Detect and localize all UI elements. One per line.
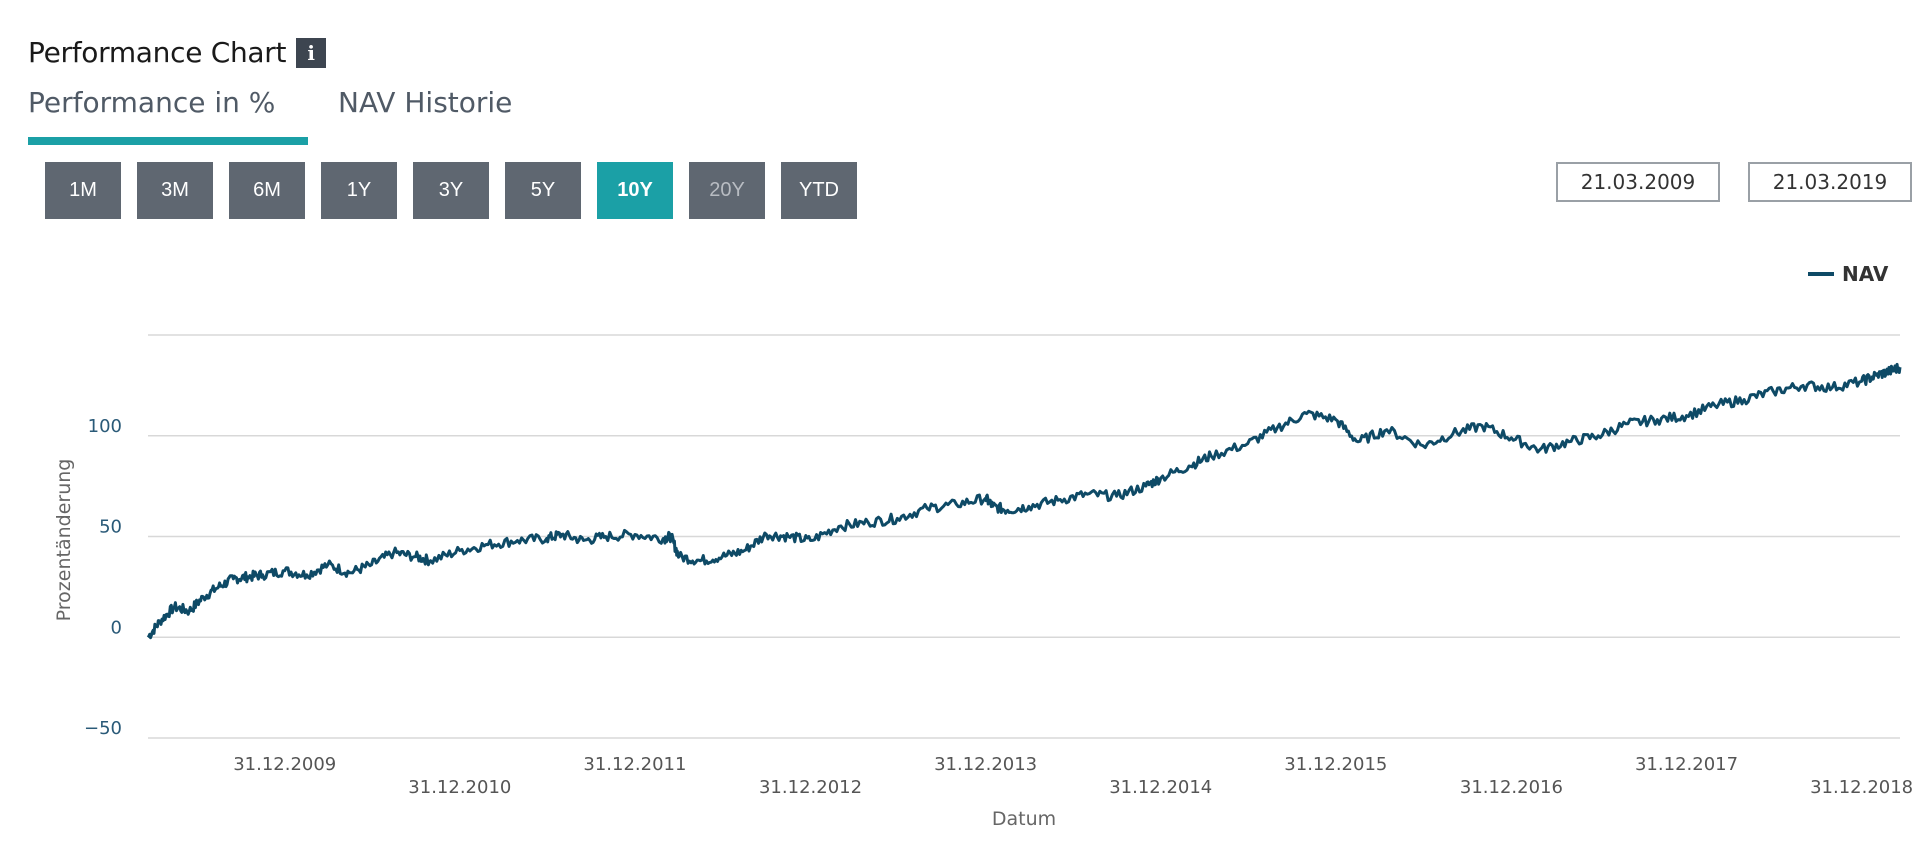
range-selector: 1M 3M 6M 1Y 3Y 5Y 10Y 20Y YTD [45, 162, 873, 219]
x-tick-label: 31.12.2011 [583, 754, 686, 775]
y-axis-label: Prozentänderung [53, 459, 75, 622]
legend-label: NAV [1842, 262, 1889, 286]
range-button-20y[interactable]: 20Y [689, 162, 765, 219]
x-tick-label: 31.12.2014 [1109, 777, 1212, 798]
range-button-10y[interactable]: 10Y [597, 162, 673, 219]
x-tick-label: 31.12.2012 [759, 777, 862, 798]
range-button-3m[interactable]: 3M [137, 162, 213, 219]
range-button-1y[interactable]: 1Y [321, 162, 397, 219]
info-icon[interactable]: i [296, 37, 327, 68]
date-to-input[interactable] [1748, 162, 1912, 202]
x-tick-label: 31.12.2009 [233, 754, 336, 775]
range-button-6m[interactable]: 6M [229, 162, 305, 219]
y-tick-label: 50 [99, 517, 122, 538]
tab-nav-history[interactable]: NAV Historie [338, 86, 513, 119]
date-from-input[interactable] [1556, 162, 1720, 202]
series-line-nav [146, 362, 1902, 640]
y-tick-label: −50 [84, 718, 122, 739]
x-tick-label: 31.12.2015 [1284, 754, 1387, 775]
range-button-5y[interactable]: 5Y [505, 162, 581, 219]
title-row: Performance Chart i [28, 36, 327, 69]
x-tick-label: 31.12.2010 [408, 777, 511, 798]
x-tick-label: 31.12.2018 [1810, 777, 1913, 798]
range-button-ytd[interactable]: YTD [781, 162, 857, 219]
x-axis-label: Datum [992, 808, 1056, 830]
page-title: Performance Chart [28, 36, 287, 69]
y-tick-label: 0 [111, 617, 122, 638]
range-button-3y[interactable]: 3Y [413, 162, 489, 219]
y-tick-label: 100 [88, 416, 122, 437]
range-button-1m[interactable]: 1M [45, 162, 121, 219]
x-tick-label: 31.12.2013 [934, 754, 1037, 775]
x-tick-label: 31.12.2016 [1460, 777, 1563, 798]
tab-performance[interactable]: Performance in % [28, 86, 308, 145]
x-tick-label: 31.12.2017 [1635, 754, 1738, 775]
tab-bar: Performance in % NAV Historie [28, 86, 512, 145]
